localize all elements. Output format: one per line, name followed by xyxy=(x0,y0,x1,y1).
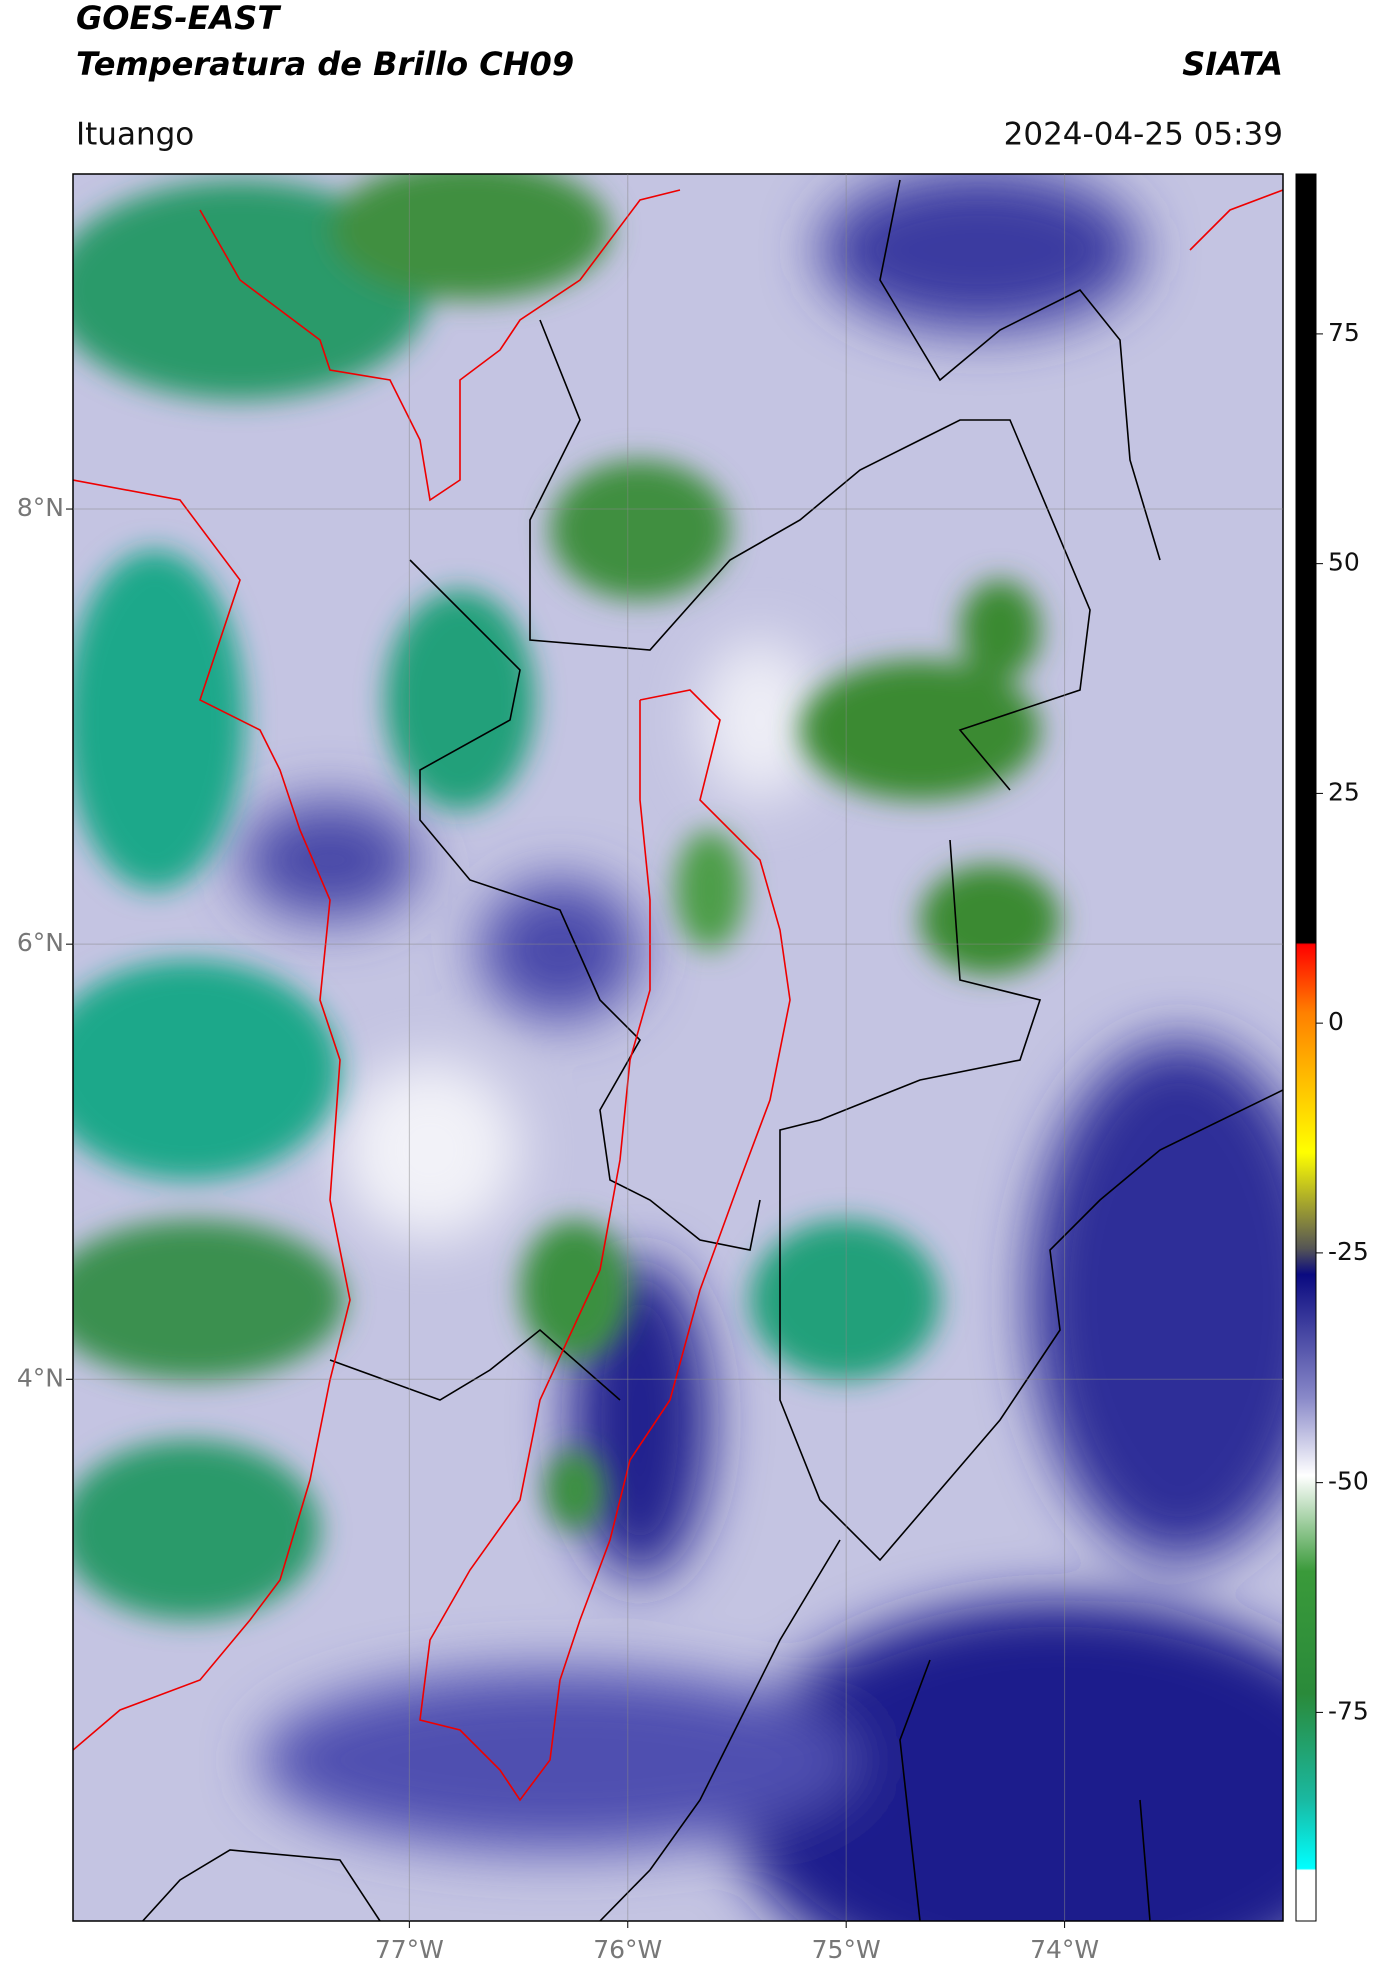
y-tick-label: 6°N xyxy=(17,928,64,957)
subtitle: Temperatura de Brillo CH09 xyxy=(76,45,574,83)
colorbar-tick-label: -75 xyxy=(1328,1696,1369,1725)
boundaries xyxy=(141,179,1283,1921)
map-frame xyxy=(72,173,1284,1922)
colorbar-tick-label: -50 xyxy=(1328,1467,1369,1496)
y-tick-label: 8°N xyxy=(17,493,64,522)
satellite-image xyxy=(73,174,1283,1921)
x-tick-label: 76°W xyxy=(593,1935,662,1964)
x-tick-label: 74°W xyxy=(1030,1935,1099,1964)
colorbar-tick-label: 50 xyxy=(1328,548,1360,577)
colorbar-tick-label: 75 xyxy=(1328,318,1360,347)
x-tick-label: 75°W xyxy=(812,1935,881,1964)
region: Ituango xyxy=(76,117,194,153)
source: SIATA xyxy=(1182,45,1283,83)
y-tick-label: 4°N xyxy=(17,1363,64,1392)
colorbar-tick-label: -25 xyxy=(1328,1237,1369,1266)
colorbar-tick-label: 0 xyxy=(1328,1007,1344,1036)
x-tick-label: 77°W xyxy=(375,1935,444,1964)
colorbar xyxy=(1295,173,1317,1922)
datetime: 2024-04-25 05:39 xyxy=(1004,117,1283,153)
colorbar-tick-label: 25 xyxy=(1328,777,1360,806)
title: GOES-EAST xyxy=(76,0,281,37)
coastline xyxy=(73,189,1283,1802)
